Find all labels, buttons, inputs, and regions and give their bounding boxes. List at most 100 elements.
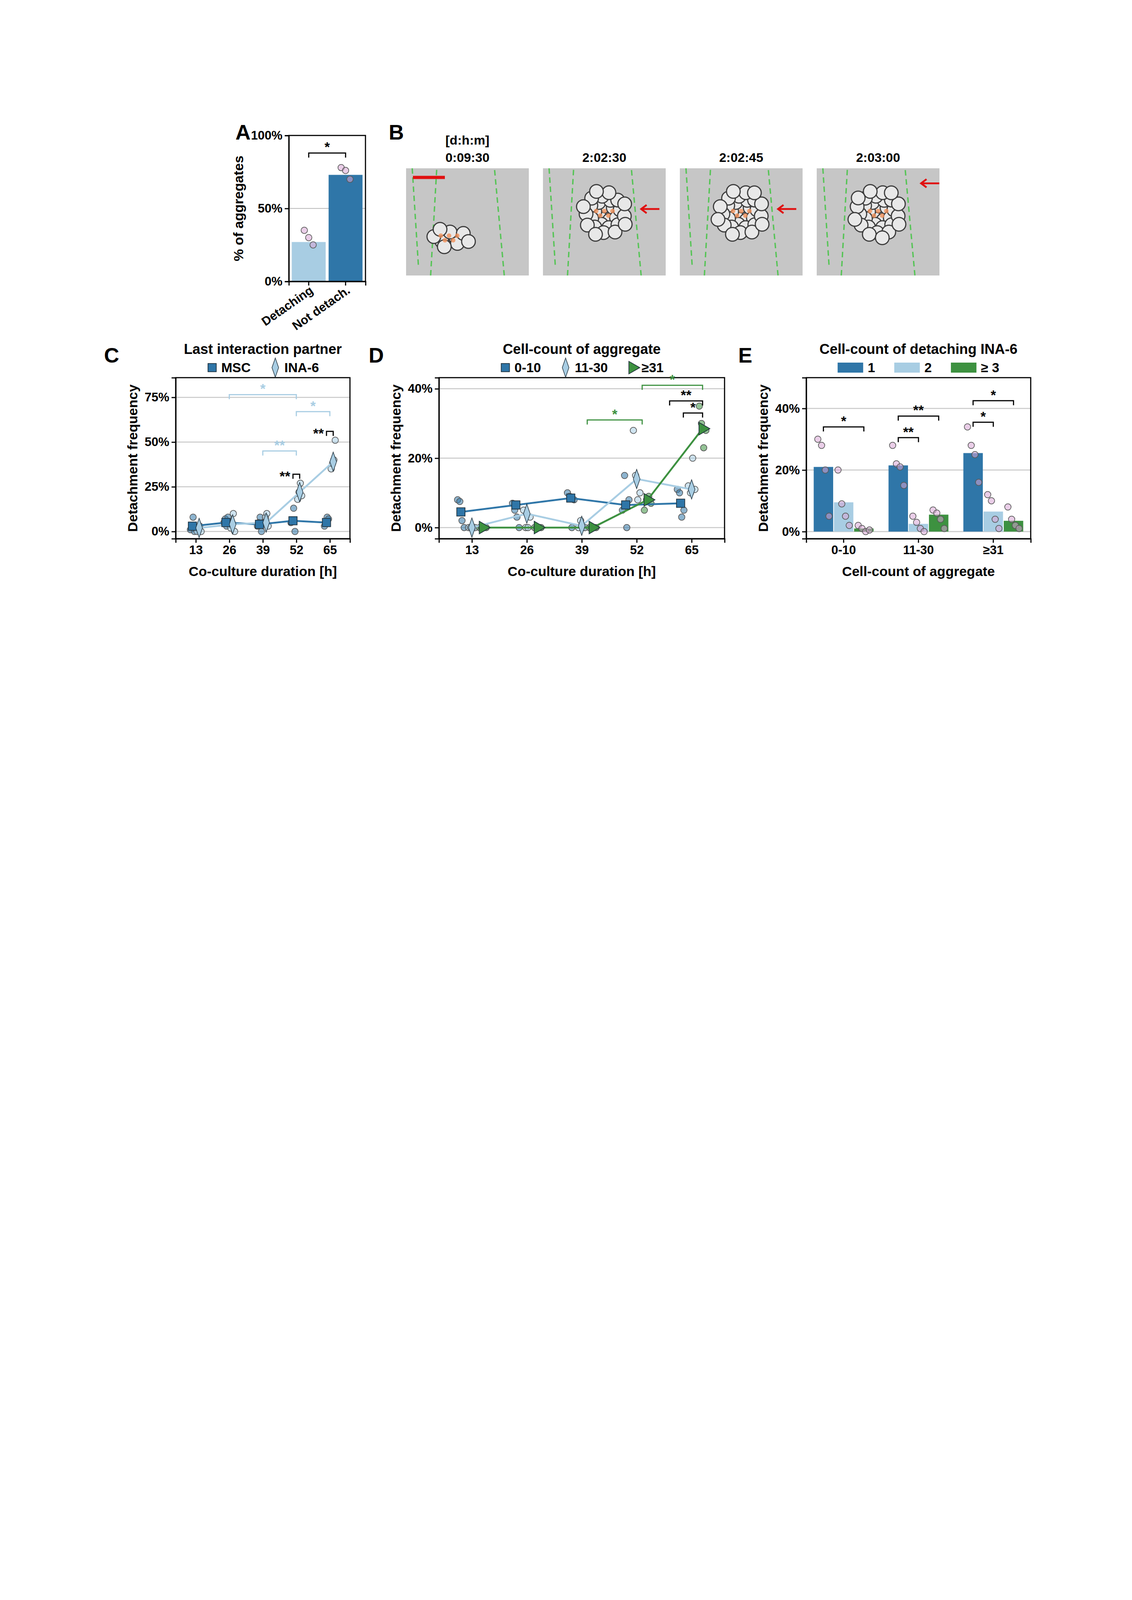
replicate-point bbox=[678, 514, 685, 521]
series-marker bbox=[523, 504, 531, 524]
y-tick: 0% bbox=[782, 525, 807, 539]
y-axis-line bbox=[434, 378, 440, 540]
panel: 0%50%100%DetachingNot detach.% of aggreg… bbox=[230, 128, 366, 334]
marks bbox=[187, 437, 339, 538]
bar bbox=[928, 514, 949, 532]
significance-label: * bbox=[980, 408, 986, 424]
cell bbox=[755, 217, 769, 232]
x-tick-label: 39 bbox=[574, 543, 589, 558]
y-tick-label: 50% bbox=[257, 201, 283, 216]
replicate-point bbox=[900, 482, 908, 489]
y-tick: 0% bbox=[151, 524, 176, 539]
x-tick-mark bbox=[471, 538, 473, 543]
panel-label: E bbox=[738, 343, 753, 368]
series-marker bbox=[296, 482, 303, 502]
legend-item: 0-10 bbox=[501, 360, 542, 376]
replicate-point bbox=[634, 496, 642, 504]
time-label: 2:03:00 bbox=[855, 150, 901, 165]
y-tick-mark bbox=[434, 458, 439, 460]
cell bbox=[892, 217, 906, 232]
x-axis-title: Co-culture duration [h] bbox=[188, 563, 338, 580]
y-tick: 20% bbox=[775, 463, 807, 478]
x-axis: 1326395265 bbox=[176, 538, 351, 558]
series-marker bbox=[511, 500, 520, 510]
series-marker bbox=[456, 507, 465, 517]
replicate-point bbox=[301, 227, 308, 234]
series-marker bbox=[195, 518, 203, 538]
image-panel: [d:h:m]0:09:302:02:302:02:452:03:00 bbox=[406, 133, 940, 276]
cell bbox=[884, 186, 898, 200]
significance-label: * bbox=[669, 371, 676, 387]
replicate-point bbox=[680, 507, 688, 514]
stained-cell bbox=[739, 208, 744, 214]
replicate-point bbox=[346, 176, 354, 183]
replicate-point bbox=[971, 451, 979, 459]
replicate-point bbox=[636, 490, 644, 497]
annotations: * bbox=[308, 139, 346, 158]
replicate-point bbox=[292, 528, 299, 535]
stained-cell bbox=[610, 208, 616, 214]
x-axis-line bbox=[289, 281, 366, 287]
series-line bbox=[482, 428, 703, 528]
series-marker bbox=[566, 494, 575, 503]
stained-cell bbox=[876, 208, 881, 214]
series-marker bbox=[322, 518, 331, 527]
series-marker bbox=[288, 516, 298, 526]
cell bbox=[851, 191, 866, 205]
legend-label: MSC bbox=[221, 360, 251, 376]
replicate-point bbox=[991, 516, 999, 523]
legend: MSCINA-6 bbox=[208, 358, 319, 378]
replicate-point bbox=[814, 436, 821, 443]
replicate-point bbox=[700, 444, 707, 452]
x-axis: 0-1011-30≥31 bbox=[806, 538, 1032, 558]
y-tick-label: 0% bbox=[151, 524, 170, 539]
x-tick: 39 bbox=[255, 538, 270, 558]
bar bbox=[1003, 521, 1024, 533]
y-tick-mark bbox=[171, 441, 176, 444]
bar bbox=[888, 465, 908, 532]
replicate-point bbox=[838, 500, 846, 508]
replicate-point bbox=[920, 528, 928, 535]
legend-marker bbox=[562, 358, 569, 378]
significance-label: ** bbox=[902, 424, 914, 440]
replicate-point bbox=[941, 525, 948, 533]
y-tick-label: 0% bbox=[782, 525, 800, 539]
series-marker bbox=[229, 514, 237, 534]
x-tick: ≥31 bbox=[983, 538, 1004, 558]
cell bbox=[602, 186, 616, 200]
y-tick: 75% bbox=[144, 390, 176, 405]
significance-label: ** bbox=[312, 425, 324, 441]
legend-item: MSC bbox=[208, 360, 251, 376]
plot-frame bbox=[288, 135, 366, 282]
legend-label: 1 bbox=[867, 360, 876, 376]
cell bbox=[747, 186, 762, 200]
marks bbox=[813, 423, 1023, 535]
y-tick-mark bbox=[171, 531, 176, 533]
grid bbox=[438, 388, 725, 528]
stained-cell bbox=[730, 208, 736, 214]
x-tick-mark bbox=[992, 538, 995, 543]
x-tick-label: 11-30 bbox=[902, 543, 934, 558]
significance-label: ** bbox=[274, 437, 286, 453]
y-axis-title: Detachment frequency bbox=[755, 384, 771, 533]
cell bbox=[725, 227, 740, 242]
arrow bbox=[777, 204, 797, 214]
cell bbox=[726, 184, 741, 199]
y-tick-label: 20% bbox=[775, 463, 800, 478]
y-tick-mark bbox=[284, 208, 289, 210]
y-tick: 50% bbox=[144, 435, 176, 449]
replicate-point bbox=[676, 490, 683, 497]
legend-marker bbox=[501, 363, 510, 372]
y-tick-label: 40% bbox=[775, 401, 800, 416]
replicate-point bbox=[641, 507, 648, 514]
y-tick-label: 0% bbox=[264, 274, 283, 289]
y-axis: 0% 20% 40% bbox=[775, 378, 807, 540]
stained-cell bbox=[438, 233, 444, 239]
significance-label: * bbox=[310, 398, 316, 414]
y-tick-mark bbox=[284, 135, 289, 137]
y-tick: 50% bbox=[257, 201, 289, 216]
significance-label: * bbox=[260, 380, 266, 397]
cell bbox=[461, 234, 476, 249]
y-tick: 25% bbox=[144, 479, 176, 494]
legend-item: 2 bbox=[894, 360, 932, 376]
